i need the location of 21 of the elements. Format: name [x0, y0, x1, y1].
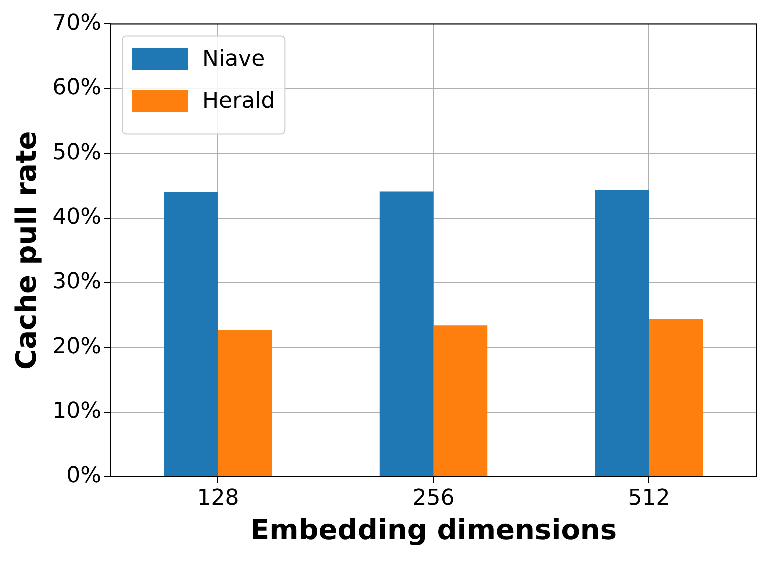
y-tick-label: 0% [66, 464, 102, 489]
legend-label: Niave [202, 46, 266, 72]
y-tick-label: 60% [52, 76, 102, 101]
y-tick-label: 30% [52, 270, 102, 295]
y-tick-label: 20% [52, 334, 102, 360]
y-tick-label: 50% [52, 140, 102, 166]
y-axis-title: Cache pull rate [10, 131, 44, 370]
bar [595, 190, 650, 476]
x-tick-label: 256 [412, 486, 455, 511]
x-tick-label: 512 [628, 486, 670, 511]
x-axis-title: Embedding dimensions [250, 513, 618, 546]
y-tick-label: 70% [52, 10, 102, 36]
y-tick-label: 10% [52, 399, 102, 424]
y-tick-label: 40% [52, 204, 102, 230]
bar [380, 192, 434, 476]
legend-label: Herald [202, 88, 276, 114]
x-tick-label: 128 [197, 486, 240, 511]
bar [164, 192, 218, 476]
bar [649, 319, 704, 476]
bar [218, 330, 272, 476]
bar [434, 326, 488, 476]
